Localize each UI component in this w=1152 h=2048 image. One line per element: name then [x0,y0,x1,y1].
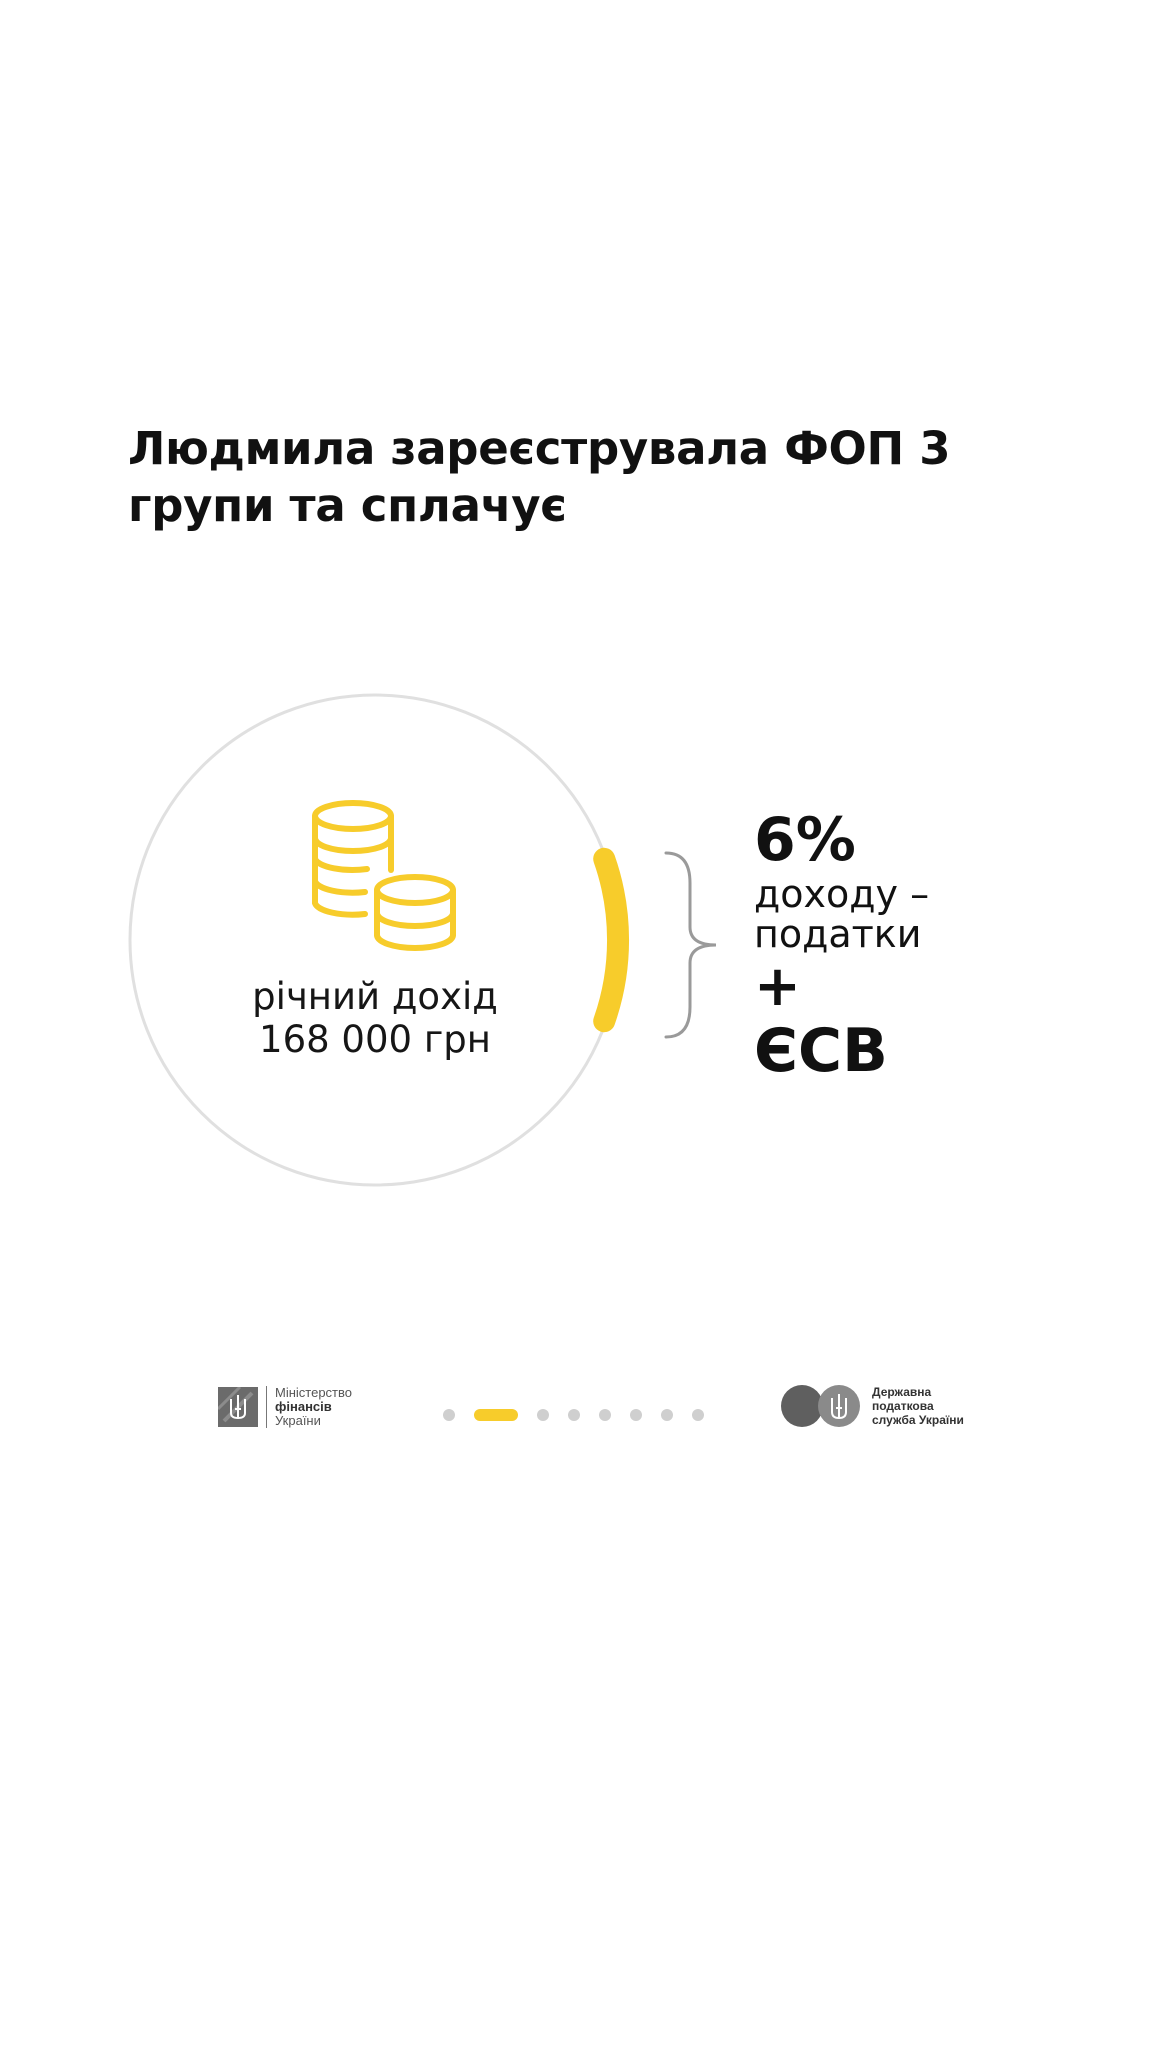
page-dot-2-active[interactable] [474,1409,518,1421]
title-line-2: групи та сплачує [128,479,567,532]
page-indicator [443,1408,704,1422]
page-dot-7[interactable] [661,1409,673,1421]
tax-service-emblem-icon [781,1385,860,1427]
tax-service-line-2: податкова [872,1399,934,1413]
page-dot-8[interactable] [692,1409,704,1421]
tax-service-name: Державна податкова служба України [872,1385,964,1427]
page-dot-5[interactable] [599,1409,611,1421]
tax-service-line-3: служба України [872,1413,964,1427]
ukraine-trident-icon [218,1387,258,1427]
curly-brace-icon [664,851,717,1039]
income-circle [120,680,640,1200]
tax-result: 6% доходу – податки + ЄСВ [754,806,1054,1084]
ministry-line-2: фінансів [275,1399,332,1414]
page-dot-1[interactable] [443,1409,455,1421]
page-dot-6[interactable] [630,1409,642,1421]
ministry-line-3: України [275,1413,321,1428]
tax-rate-text-1: доходу – [754,872,930,916]
esv-label: ЄСВ [754,1016,888,1086]
tax-service-line-1: Державна [872,1385,932,1399]
income-label: річний дохід [252,975,498,1018]
page-title: Людмила зареєструвала ФОП 3 групи та спл… [128,420,1028,534]
tax-rate-text-2: податки [754,912,922,956]
circle-accent-arc [593,847,629,1033]
page-dot-4[interactable] [568,1409,580,1421]
circle-outline [128,693,622,1187]
annual-income: річний дохід 168 000 грн [150,975,600,1061]
ministry-of-finance-logo: Міністерство фінансів України [218,1386,352,1428]
income-amount: 168 000 грн [259,1018,491,1061]
coins-icon [312,800,456,951]
ministry-line-1: Міністерство [275,1385,352,1400]
tax-rate: 6% [754,805,856,875]
plus-sign: + [754,954,801,1019]
page-dot-3[interactable] [537,1409,549,1421]
title-line-1: Людмила зареєструвала ФОП 3 [128,422,951,475]
ministry-name: Міністерство фінансів України [266,1386,352,1428]
tax-service-logo: Державна податкова служба України [780,1384,964,1428]
